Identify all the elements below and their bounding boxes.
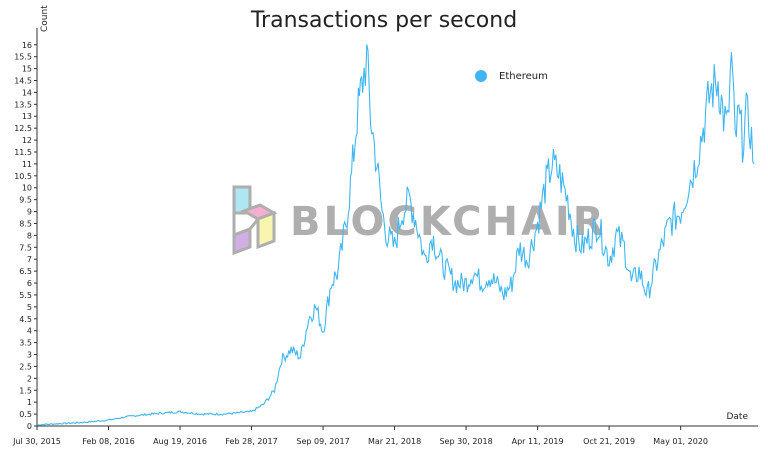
y-tick-label: 5 <box>27 303 32 312</box>
y-tick-label: 14 <box>22 88 32 97</box>
y-tick-label: 6.5 <box>19 267 32 276</box>
y-tick-label: 15.5 <box>14 53 32 62</box>
x-tick-label: Mar 21, 2018 <box>368 437 421 446</box>
y-tick-label: 2.5 <box>19 362 32 371</box>
y-tick-label: 13 <box>22 112 32 121</box>
x-tick-label: Jul 30, 2015 <box>12 437 61 446</box>
y-tick-label: 0 <box>27 422 32 431</box>
y-tick-label: 2 <box>27 374 32 383</box>
x-tick-label: Sep 09, 2017 <box>296 437 349 446</box>
y-tick-label: 11 <box>22 160 32 169</box>
y-tick-label: 6 <box>27 279 32 288</box>
y-tick-label: 7 <box>27 255 32 264</box>
y-tick-label: 3.5 <box>19 339 32 348</box>
x-tick-label: Sep 30, 2018 <box>439 437 492 446</box>
y-tick-label: 9 <box>27 208 32 217</box>
y-tick-label: 12.5 <box>14 124 32 133</box>
y-tick-label: 8.5 <box>19 219 32 228</box>
x-tick-label: Feb 28, 2017 <box>225 437 277 446</box>
y-tick-label: 4 <box>27 327 32 336</box>
y-tick-label: 4.5 <box>19 315 32 324</box>
y-tick-label: 0.5 <box>19 410 32 419</box>
y-tick-label: 3 <box>27 351 32 360</box>
y-tick-label: 1 <box>27 398 32 407</box>
x-tick-label: Apr 11, 2019 <box>512 437 564 446</box>
y-tick-label: 5.5 <box>19 291 32 300</box>
x-tick-label: Aug 19, 2016 <box>153 437 207 446</box>
y-tick-label: 16 <box>22 41 32 50</box>
y-tick-label: 7.5 <box>19 243 32 252</box>
y-tick-label: 15 <box>22 65 32 74</box>
x-tick-label: Oct 21, 2019 <box>583 437 635 446</box>
x-tick-label: Feb 08, 2016 <box>82 437 134 446</box>
y-tick-label: 11.5 <box>14 148 32 157</box>
x-tick-label: May 01, 2020 <box>653 437 708 446</box>
y-tick-label: 13.5 <box>14 100 32 109</box>
y-tick-label: 9.5 <box>19 196 32 205</box>
y-tick-label: 10.5 <box>14 172 32 181</box>
y-tick-label: 10 <box>22 184 32 193</box>
y-tick-label: 8 <box>27 231 32 240</box>
y-tick-label: 1.5 <box>19 386 32 395</box>
y-tick-label: 14.5 <box>14 77 32 86</box>
series-line-ethereum <box>37 44 754 425</box>
y-tick-label: 12 <box>22 136 32 145</box>
